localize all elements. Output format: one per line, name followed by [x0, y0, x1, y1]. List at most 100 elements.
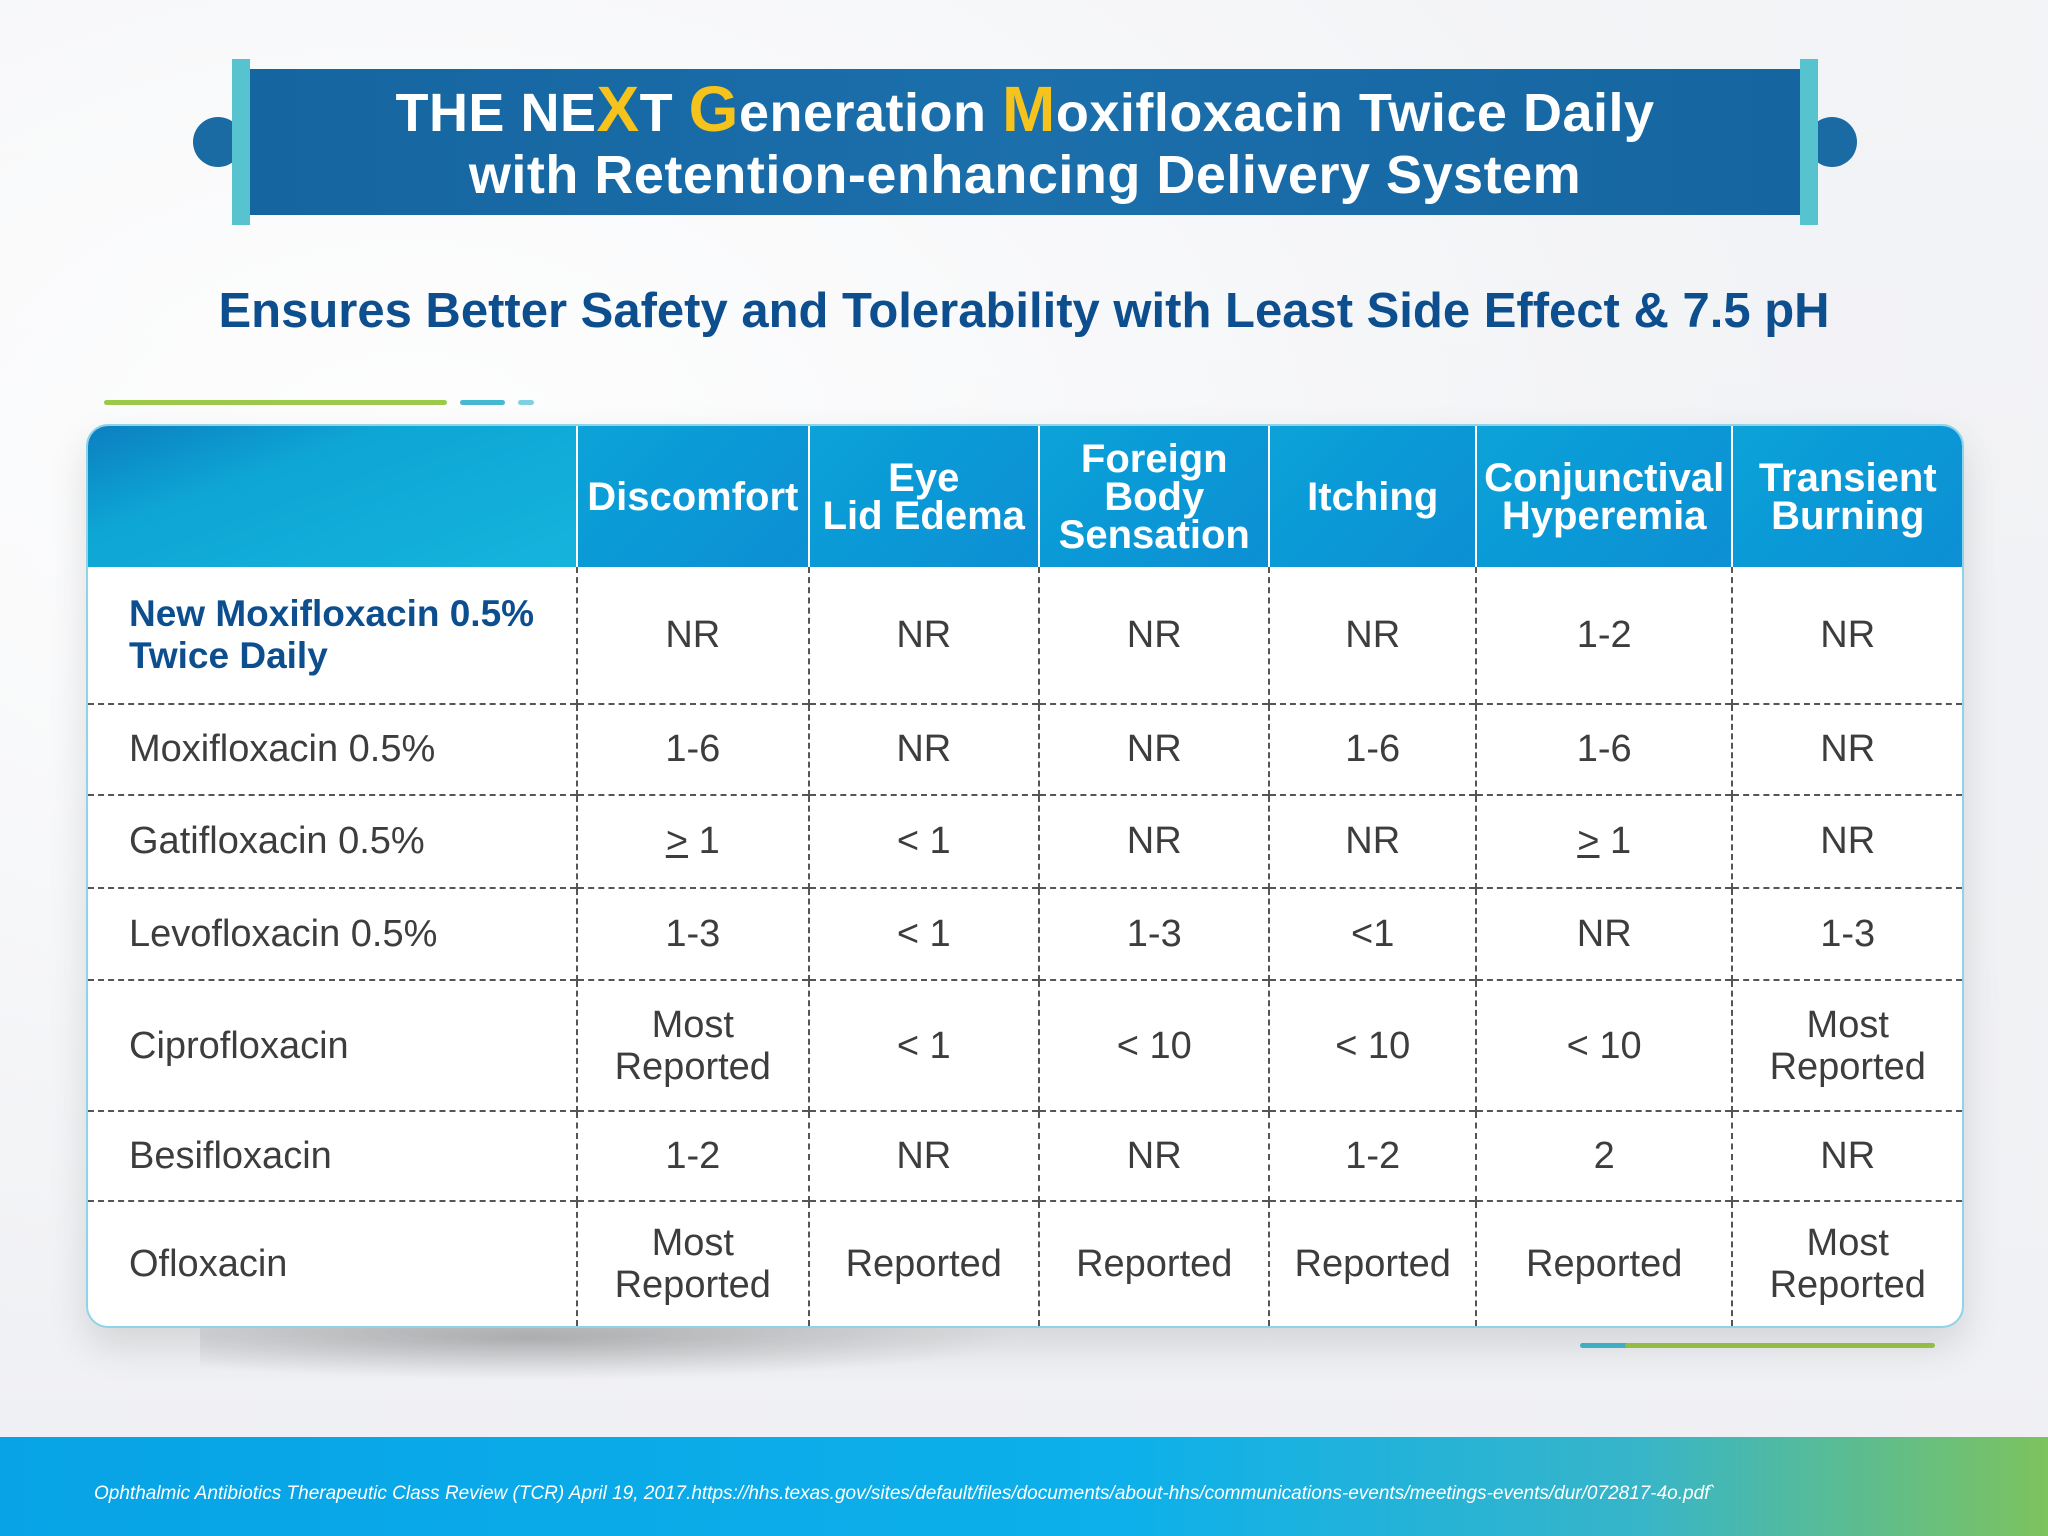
column-header-line: Lid Edema: [822, 493, 1025, 538]
table-cell: Reported: [807, 1200, 1039, 1326]
table-cell: NR: [807, 702, 1039, 796]
table-cell: < 1: [807, 886, 1039, 981]
table-cell: NR: [1731, 702, 1962, 796]
table-cell: Most Reported: [576, 979, 809, 1111]
decorative-line: [1625, 1343, 1935, 1348]
decorative-line: [460, 400, 505, 405]
decorative-line: [518, 400, 534, 405]
table-cell: < 10: [1474, 979, 1733, 1111]
table-cell: Reported: [1474, 1200, 1733, 1326]
table-cell: 1-6: [576, 702, 809, 796]
column-header-line: Burning: [1771, 493, 1925, 538]
table-cell: NR: [1474, 886, 1733, 981]
comparison-table-card: Discomfort Eye Lid Edema Foreign Body Sensati…: [86, 424, 1964, 1328]
table-cell: NR: [1037, 794, 1270, 888]
table-cell: 1-2: [576, 1109, 809, 1202]
title-banner: THE NEXT Generation Moxifloxacin Twice D…: [193, 59, 1857, 225]
cell-line: Reported: [1769, 1045, 1926, 1088]
table-row: Gatifloxacin 0.5% > 1 < 1 NR NR > 1 NR: [88, 794, 1962, 888]
side-effects-table: Discomfort Eye Lid Edema Foreign Body Sensati…: [88, 426, 1962, 1326]
card-shadow: [200, 1320, 1020, 1380]
column-header-line: Itching: [1307, 474, 1439, 519]
banner-body: THE NEXT Generation Moxifloxacin Twice D…: [250, 69, 1800, 215]
table-cell: 1-2: [1474, 567, 1733, 704]
column-header: Transient Burning: [1731, 426, 1962, 567]
column-header: Itching: [1268, 426, 1476, 567]
banner-title-line-1: THE NEXT Generation Moxifloxacin Twice D…: [395, 73, 1655, 145]
table-cell: NR: [807, 567, 1039, 704]
row-label-line: Twice Daily: [129, 634, 328, 676]
table-cell: < 10: [1268, 979, 1476, 1111]
table-cell: NR: [1731, 1109, 1962, 1202]
table-row: New Moxifloxacin 0.5% Twice Daily NR NR NR NR…: [88, 567, 1962, 704]
row-label-line: Gatifloxacin 0.5%: [129, 820, 425, 863]
column-header: Eye Lid Edema: [807, 426, 1039, 567]
column-header-line: Eye: [888, 455, 960, 500]
row-label: Besifloxacin: [88, 1109, 578, 1202]
column-header-line: Sensation: [1058, 512, 1250, 557]
table-cell: 2: [1474, 1109, 1733, 1202]
table-cell: < 10: [1037, 979, 1270, 1111]
column-header: Discomfort: [576, 426, 809, 567]
page-subtitle: Ensures Better Safety and Tolerability w…: [218, 284, 1830, 338]
row-label-line: Besifloxacin: [129, 1135, 332, 1178]
banner-title-line-2: with Retention-enhancing Delivery System: [468, 145, 1582, 205]
table-cell: Most Reported: [1731, 979, 1962, 1111]
column-header-line: Discomfort: [587, 474, 799, 519]
banner-right-bar: [1800, 59, 1818, 225]
decorative-line: [104, 400, 447, 405]
table-cell: NR: [576, 567, 809, 704]
cell-line: Most: [1806, 1003, 1889, 1046]
table-cell: < 1: [807, 979, 1039, 1111]
column-header-line: Transient: [1758, 455, 1937, 500]
column-header-line: Foreign: [1080, 436, 1228, 481]
row-label: Gatifloxacin 0.5%: [88, 794, 578, 888]
table-cell: 1-3: [1731, 886, 1962, 981]
row-label: New Moxifloxacin 0.5% Twice Daily: [88, 567, 577, 704]
table-cell: <1: [1268, 886, 1476, 981]
table-cell: NR: [807, 1109, 1039, 1202]
banner-left-bar: [232, 59, 250, 225]
row-label: Ofloxacin: [88, 1200, 578, 1326]
column-header-line: Conjunctival: [1484, 455, 1725, 500]
table-row: Besifloxacin 1-2 NR NR 1-2 2 NR: [88, 1109, 1962, 1202]
table-cell: 1-2: [1268, 1109, 1476, 1202]
table-cell: NR: [1731, 794, 1962, 888]
row-label-line: Moxifloxacin 0.5%: [129, 728, 436, 771]
column-header: Foreign Body Sensation: [1037, 426, 1270, 567]
cell-line: Most: [651, 1222, 734, 1265]
column-header-line: Body: [1104, 474, 1205, 519]
header-corner: [88, 426, 578, 567]
decorative-line: [1580, 1343, 1635, 1348]
table-cell: NR: [1037, 702, 1270, 796]
cell-value: 1: [688, 820, 720, 863]
table-cell: > 1: [576, 794, 809, 888]
column-header: Conjunctival Hyperemia: [1474, 426, 1733, 567]
cell-line: Reported: [614, 1045, 771, 1088]
cell-line: Most: [651, 1003, 734, 1046]
gte-symbol: >: [1577, 820, 1600, 863]
table-cell: NR: [1268, 794, 1476, 888]
column-header-line: Hyperemia: [1501, 493, 1707, 538]
cell-line: Most: [1806, 1222, 1889, 1265]
reference-footnote: Ophthalmic Antibiotics Therapeutic Class…: [94, 1483, 1716, 1504]
table-cell: Most Reported: [576, 1200, 809, 1326]
table-cell: 1-3: [576, 886, 809, 981]
table-cell: NR: [1037, 567, 1270, 704]
cell-line: Reported: [614, 1264, 771, 1307]
table-cell: Most Reported: [1731, 1200, 1962, 1326]
table-cell: < 1: [807, 794, 1039, 888]
table-cell: NR: [1037, 1109, 1270, 1202]
row-label-line: New Moxifloxacin 0.5%: [129, 592, 535, 634]
row-label-line: Ofloxacin: [129, 1243, 288, 1286]
row-label: Ciprofloxacin: [88, 979, 578, 1111]
table-cell: 1-6: [1268, 702, 1476, 796]
row-label: Levofloxacin 0.5%: [88, 886, 578, 981]
row-label-line: Ciprofloxacin: [129, 1024, 349, 1067]
cell-value: 1: [1599, 820, 1632, 863]
cell-line: Reported: [1769, 1264, 1926, 1307]
row-label-line: Levofloxacin 0.5%: [129, 912, 438, 955]
table-cell: 1-3: [1037, 886, 1270, 981]
table-cell: NR: [1268, 567, 1476, 704]
table-row: Ofloxacin Most Reported Reported Reported Rep…: [88, 1200, 1962, 1326]
